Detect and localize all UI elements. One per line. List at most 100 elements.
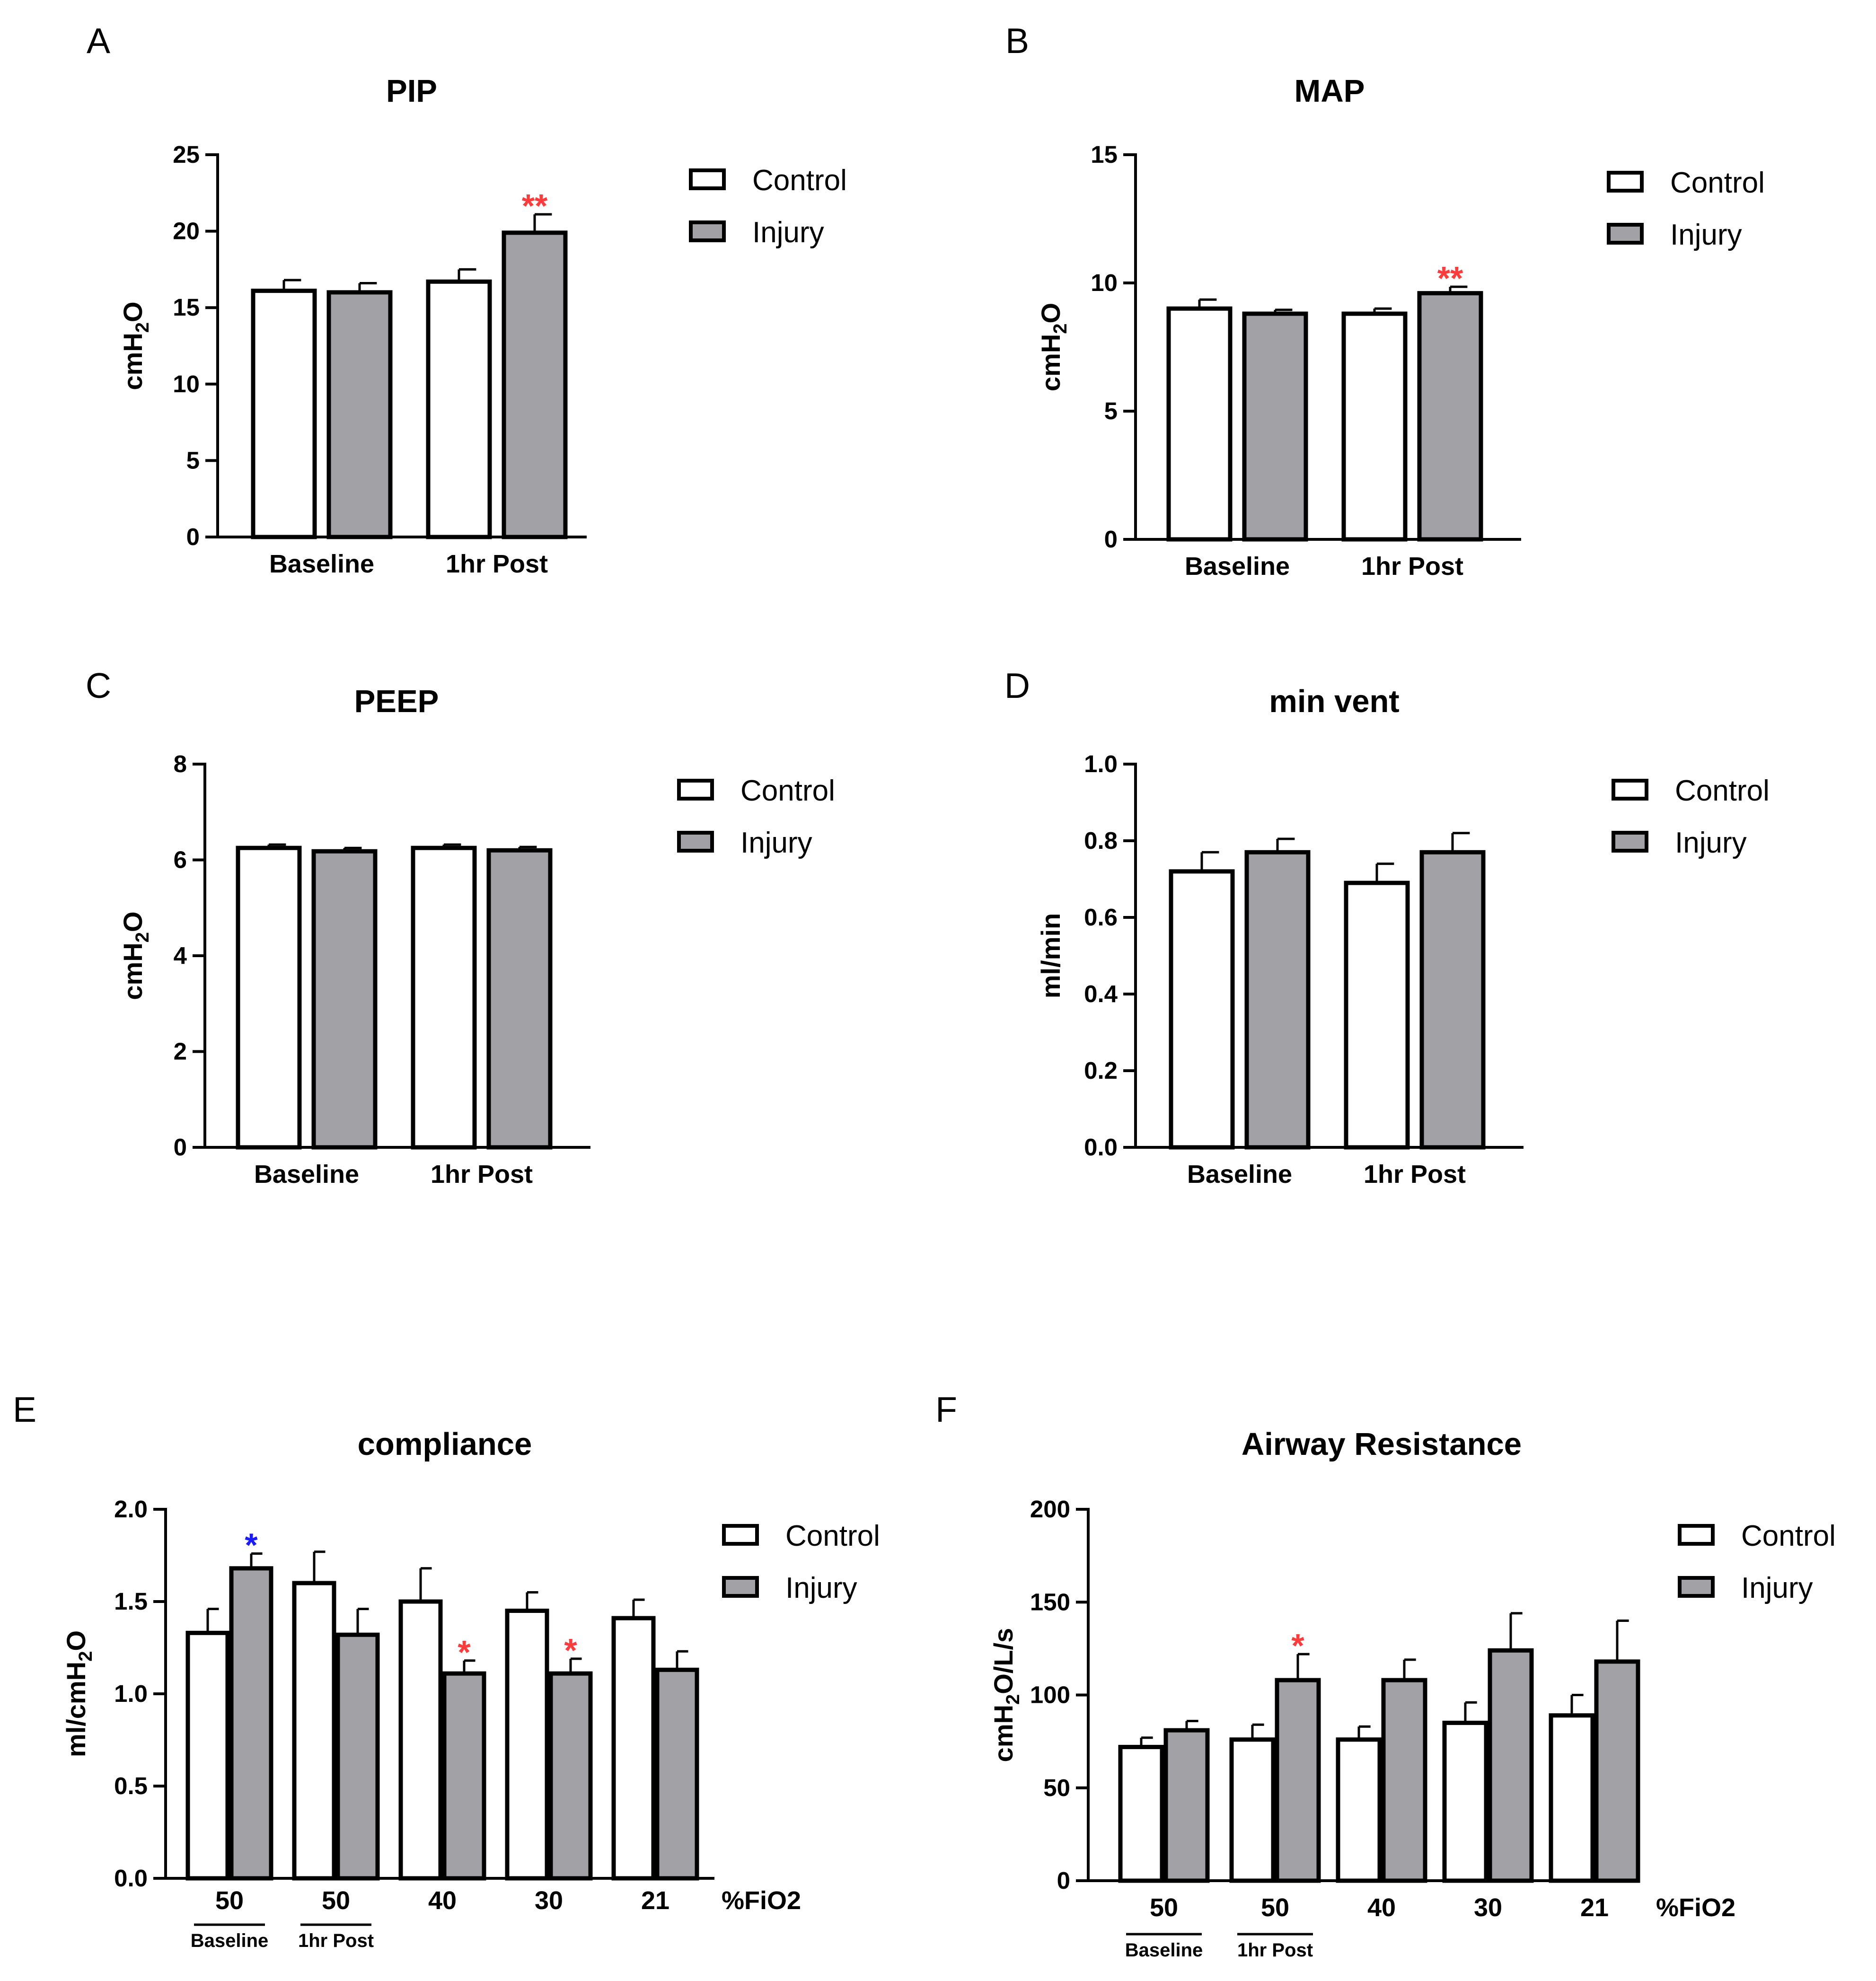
x-tick-label: 30 [1474, 1893, 1502, 1922]
injury-bar [442, 1671, 486, 1881]
chart-title: Airway Resistance [1242, 1426, 1522, 1462]
injury-bar [1381, 1678, 1427, 1883]
panel-letter: F [935, 1390, 957, 1429]
legend-swatch-control [1612, 779, 1648, 801]
injury-bar [486, 848, 553, 1150]
legend-label-control: Control [1670, 167, 1765, 199]
y-tick-label: 0.5 [114, 1772, 148, 1799]
chart-panel-b: B MAP cmH2O 0 5 10 15 Baseline 1hr Post ** Control… [1005, 21, 1765, 581]
injury-bar [1242, 311, 1308, 542]
x-tick-label: 50 [215, 1886, 244, 1915]
legend-label-injury: Injury [1741, 1572, 1813, 1604]
significance-marker: * [458, 1634, 471, 1671]
control-bar [1169, 869, 1235, 1150]
legend-label-injury: Injury [785, 1572, 857, 1604]
y-axis-label: cmH2O/L/s [988, 1628, 1023, 1762]
y-tick-label: 10 [173, 370, 200, 397]
x-tick-label: 50 [1261, 1893, 1289, 1922]
panel-letter: C [86, 666, 111, 705]
y-tick-label: 0.2 [1084, 1057, 1118, 1084]
control-bar [1341, 311, 1408, 542]
y-tick-label: 0.0 [1084, 1134, 1118, 1161]
legend-swatch-control [1678, 1524, 1715, 1546]
legend-label-control: Control [785, 1520, 880, 1552]
injury-bar [326, 290, 393, 539]
panel-letter: A [87, 21, 110, 61]
legend-label-control: Control [740, 775, 835, 807]
legend-swatch-injury [1678, 1576, 1715, 1598]
y-tick-label: 5 [1104, 397, 1118, 424]
y-tick-label: 0.6 [1084, 904, 1118, 931]
injury-bar [1244, 850, 1311, 1150]
significance-marker: * [564, 1632, 577, 1669]
x-tick-label: 1hr Post [1364, 1160, 1466, 1189]
x-tick-label: 30 [535, 1886, 563, 1915]
x-tick-label: Baseline [254, 1160, 359, 1189]
control-bar [505, 1609, 549, 1881]
injury-bar [1419, 850, 1486, 1150]
legend-label-control: Control [1741, 1520, 1836, 1552]
x-tick-label: Baseline [1185, 552, 1290, 581]
group-label: 1hr Post [298, 1930, 374, 1951]
y-tick-label: 8 [174, 750, 187, 777]
legend-label-injury: Injury [1670, 219, 1742, 251]
legend-swatch-control [722, 1524, 759, 1546]
injury-bar [1488, 1648, 1534, 1883]
y-axis-label: cmH2O [1036, 303, 1071, 391]
x-tick-label: 21 [641, 1886, 669, 1915]
y-tick-label: 200 [1030, 1496, 1070, 1523]
legend-swatch-control [677, 779, 714, 801]
control-bar [292, 1581, 336, 1881]
group-label: Baseline [1125, 1940, 1203, 1961]
control-bar [398, 1599, 443, 1881]
y-tick-label: 0 [174, 1134, 187, 1161]
y-tick-label: 50 [1043, 1774, 1070, 1801]
injury-bar [1594, 1659, 1640, 1883]
chart-title: min vent [1269, 684, 1400, 719]
injury-bar [1275, 1678, 1321, 1883]
y-tick-label: 5 [186, 447, 200, 474]
control-bar [236, 845, 302, 1150]
control-bar [1549, 1713, 1595, 1883]
injury-bar [1163, 1728, 1210, 1883]
y-tick-label: 4 [174, 942, 187, 969]
chart-panel-c: C PEEP cmH2O 0 2 4 6 8 Baseline 1hr Post Control In… [86, 666, 835, 1189]
injury-bar [311, 849, 378, 1150]
control-bar [611, 1616, 656, 1881]
chart-title: MAP [1295, 73, 1365, 109]
x-tick-label: 40 [1367, 1893, 1396, 1922]
legend-swatch-injury [689, 220, 726, 242]
x-tick-label: 40 [428, 1886, 457, 1915]
control-bar [185, 1630, 230, 1881]
control-bar [1442, 1720, 1488, 1883]
y-tick-label: 0 [1057, 1867, 1070, 1894]
y-axis-label: cmH2O [118, 301, 153, 390]
legend-swatch-control [1607, 171, 1644, 193]
chart-panel-a: A PIP cmH2O 0 5 10 15 20 25 Baseline 1hr Post ** Con… [87, 21, 847, 578]
y-tick-label: 20 [173, 218, 200, 245]
y-tick-label: 0 [1104, 526, 1118, 553]
injury-bar [548, 1671, 593, 1881]
y-axis-label: ml/min [1036, 913, 1066, 998]
control-bar [1166, 306, 1233, 542]
significance-marker: ** [1437, 260, 1463, 297]
x-tick-label: Baseline [269, 550, 374, 578]
significance-marker: ** [522, 187, 548, 224]
y-tick-label: 100 [1030, 1682, 1070, 1708]
chart-title: PIP [386, 73, 437, 109]
y-tick-label: 2.0 [114, 1496, 148, 1523]
legend-label-injury: Injury [752, 216, 824, 249]
injury-bar [229, 1566, 273, 1881]
x-tick-label: 50 [1150, 1893, 1178, 1922]
y-tick-label: 1.0 [114, 1680, 148, 1707]
x-axis-label: %FiO2 [722, 1886, 801, 1915]
chart-title: PEEP [354, 684, 439, 719]
y-tick-label: 25 [173, 141, 200, 168]
y-tick-label: 1.0 [1084, 750, 1118, 777]
legend-label-control: Control [1675, 775, 1770, 807]
significance-marker: * [1291, 1627, 1304, 1664]
control-bar [426, 279, 492, 539]
